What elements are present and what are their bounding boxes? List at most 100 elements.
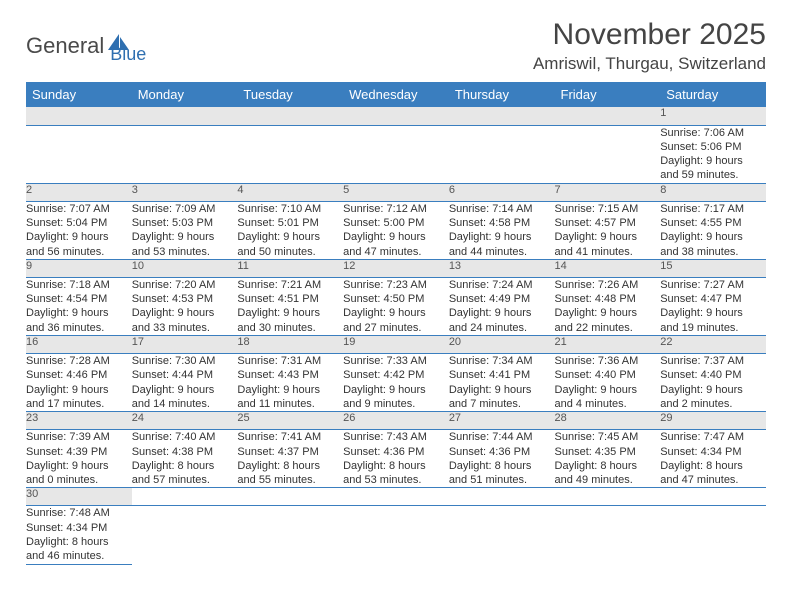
day-detail-cell: Sunrise: 7:06 AMSunset: 5:06 PMDaylight:… <box>660 125 766 183</box>
day-detail-line: Sunset: 4:54 PM <box>26 292 132 306</box>
day-number-cell <box>26 107 132 125</box>
day-detail-line: Sunrise: 7:37 AM <box>660 354 766 368</box>
day-detail-line: Sunrise: 7:09 AM <box>132 202 238 216</box>
day-detail-line: Sunrise: 7:12 AM <box>343 202 449 216</box>
day-detail-line: Sunset: 4:37 PM <box>237 445 343 459</box>
day-detail-line: Daylight: 9 hours <box>343 306 449 320</box>
day-detail-line: Daylight: 9 hours <box>237 383 343 397</box>
day-detail-line: Daylight: 8 hours <box>132 459 238 473</box>
day-detail-cell: Sunrise: 7:07 AMSunset: 5:04 PMDaylight:… <box>26 201 132 259</box>
day-detail-cell: Sunrise: 7:41 AMSunset: 4:37 PMDaylight:… <box>237 430 343 488</box>
day-detail-line: Sunrise: 7:40 AM <box>132 430 238 444</box>
day-detail-cell <box>449 506 555 564</box>
header: General Blue November 2025 Amriswil, Thu… <box>26 18 766 74</box>
day-detail-line: and 4 minutes. <box>555 397 661 411</box>
day-number-row: 23242526272829 <box>26 412 766 430</box>
day-number-cell: 1 <box>660 107 766 125</box>
day-detail-line: and 56 minutes. <box>26 245 132 259</box>
day-detail-line: Sunset: 5:06 PM <box>660 140 766 154</box>
day-detail-line: Daylight: 9 hours <box>132 230 238 244</box>
day-detail-line: Daylight: 9 hours <box>449 306 555 320</box>
day-detail-line: and 41 minutes. <box>555 245 661 259</box>
day-detail-cell <box>343 125 449 183</box>
day-detail-line: Daylight: 9 hours <box>237 306 343 320</box>
day-detail-line: Daylight: 9 hours <box>132 306 238 320</box>
day-detail-line: and 33 minutes. <box>132 321 238 335</box>
day-detail-line: Sunset: 4:46 PM <box>26 368 132 382</box>
weekday-header: Saturday <box>660 82 766 107</box>
day-detail-cell <box>237 125 343 183</box>
page-title: November 2025 <box>533 18 766 52</box>
day-detail-line: Sunrise: 7:07 AM <box>26 202 132 216</box>
day-detail-cell: Sunrise: 7:36 AMSunset: 4:40 PMDaylight:… <box>555 354 661 412</box>
day-detail-line: Sunset: 4:48 PM <box>555 292 661 306</box>
day-detail-line: Sunset: 4:43 PM <box>237 368 343 382</box>
day-number-cell <box>343 488 449 506</box>
day-detail-line: Sunset: 4:53 PM <box>132 292 238 306</box>
day-detail-line: Daylight: 9 hours <box>660 154 766 168</box>
day-detail-cell: Sunrise: 7:28 AMSunset: 4:46 PMDaylight:… <box>26 354 132 412</box>
day-number-cell: 29 <box>660 412 766 430</box>
day-number-cell: 21 <box>555 336 661 354</box>
day-detail-line: Sunset: 5:04 PM <box>26 216 132 230</box>
day-number-row: 30 <box>26 488 766 506</box>
day-number-cell: 18 <box>237 336 343 354</box>
day-detail-line: Daylight: 9 hours <box>26 459 132 473</box>
day-detail-row: Sunrise: 7:06 AMSunset: 5:06 PMDaylight:… <box>26 125 766 183</box>
day-detail-line: Sunrise: 7:36 AM <box>555 354 661 368</box>
day-number-cell <box>449 488 555 506</box>
day-detail-line: Sunrise: 7:17 AM <box>660 202 766 216</box>
day-detail-line: and 9 minutes. <box>343 397 449 411</box>
day-detail-line: Sunset: 5:01 PM <box>237 216 343 230</box>
day-detail-line: Daylight: 9 hours <box>132 383 238 397</box>
day-detail-line: Sunrise: 7:44 AM <box>449 430 555 444</box>
day-number-row: 16171819202122 <box>26 336 766 354</box>
day-detail-line: Daylight: 9 hours <box>555 230 661 244</box>
day-number-cell: 10 <box>132 259 238 277</box>
day-detail-cell: Sunrise: 7:44 AMSunset: 4:36 PMDaylight:… <box>449 430 555 488</box>
day-detail-row: Sunrise: 7:48 AMSunset: 4:34 PMDaylight:… <box>26 506 766 564</box>
logo-text-general: General <box>26 33 104 59</box>
day-detail-cell <box>449 125 555 183</box>
day-detail-cell: Sunrise: 7:30 AMSunset: 4:44 PMDaylight:… <box>132 354 238 412</box>
day-detail-line: Sunset: 4:34 PM <box>660 445 766 459</box>
day-detail-line: Sunset: 5:00 PM <box>343 216 449 230</box>
day-number-cell: 4 <box>237 183 343 201</box>
day-detail-cell: Sunrise: 7:24 AMSunset: 4:49 PMDaylight:… <box>449 277 555 335</box>
day-detail-line: Daylight: 9 hours <box>449 383 555 397</box>
day-number-cell <box>132 107 238 125</box>
weekday-header: Thursday <box>449 82 555 107</box>
day-detail-line: Daylight: 8 hours <box>343 459 449 473</box>
day-detail-line: Sunrise: 7:34 AM <box>449 354 555 368</box>
day-number-cell: 8 <box>660 183 766 201</box>
day-detail-cell: Sunrise: 7:12 AMSunset: 5:00 PMDaylight:… <box>343 201 449 259</box>
day-detail-line: and 7 minutes. <box>449 397 555 411</box>
day-detail-line: Sunset: 4:36 PM <box>343 445 449 459</box>
day-detail-line: and 44 minutes. <box>449 245 555 259</box>
day-detail-line: Sunset: 4:41 PM <box>449 368 555 382</box>
day-number-cell <box>237 107 343 125</box>
day-detail-line: Daylight: 9 hours <box>660 306 766 320</box>
logo-text-blue: Blue <box>110 44 146 65</box>
day-detail-line: Sunset: 5:03 PM <box>132 216 238 230</box>
day-detail-line: and 17 minutes. <box>26 397 132 411</box>
day-number-cell: 30 <box>26 488 132 506</box>
day-detail-line: Daylight: 9 hours <box>26 230 132 244</box>
day-detail-line: and 22 minutes. <box>555 321 661 335</box>
day-detail-line: Sunset: 4:40 PM <box>660 368 766 382</box>
day-number-cell: 13 <box>449 259 555 277</box>
day-number-cell: 24 <box>132 412 238 430</box>
day-detail-line: Sunset: 4:49 PM <box>449 292 555 306</box>
day-detail-line: and 47 minutes. <box>343 245 449 259</box>
day-detail-line: and 53 minutes. <box>132 245 238 259</box>
day-detail-cell: Sunrise: 7:37 AMSunset: 4:40 PMDaylight:… <box>660 354 766 412</box>
calendar-table: Sunday Monday Tuesday Wednesday Thursday… <box>26 82 766 565</box>
day-detail-cell: Sunrise: 7:21 AMSunset: 4:51 PMDaylight:… <box>237 277 343 335</box>
day-detail-cell: Sunrise: 7:48 AMSunset: 4:34 PMDaylight:… <box>26 506 132 564</box>
day-detail-line: Daylight: 9 hours <box>26 306 132 320</box>
day-number-cell: 27 <box>449 412 555 430</box>
day-detail-line: Sunrise: 7:21 AM <box>237 278 343 292</box>
day-number-cell: 3 <box>132 183 238 201</box>
day-number-cell <box>237 488 343 506</box>
day-detail-line: and 51 minutes. <box>449 473 555 487</box>
